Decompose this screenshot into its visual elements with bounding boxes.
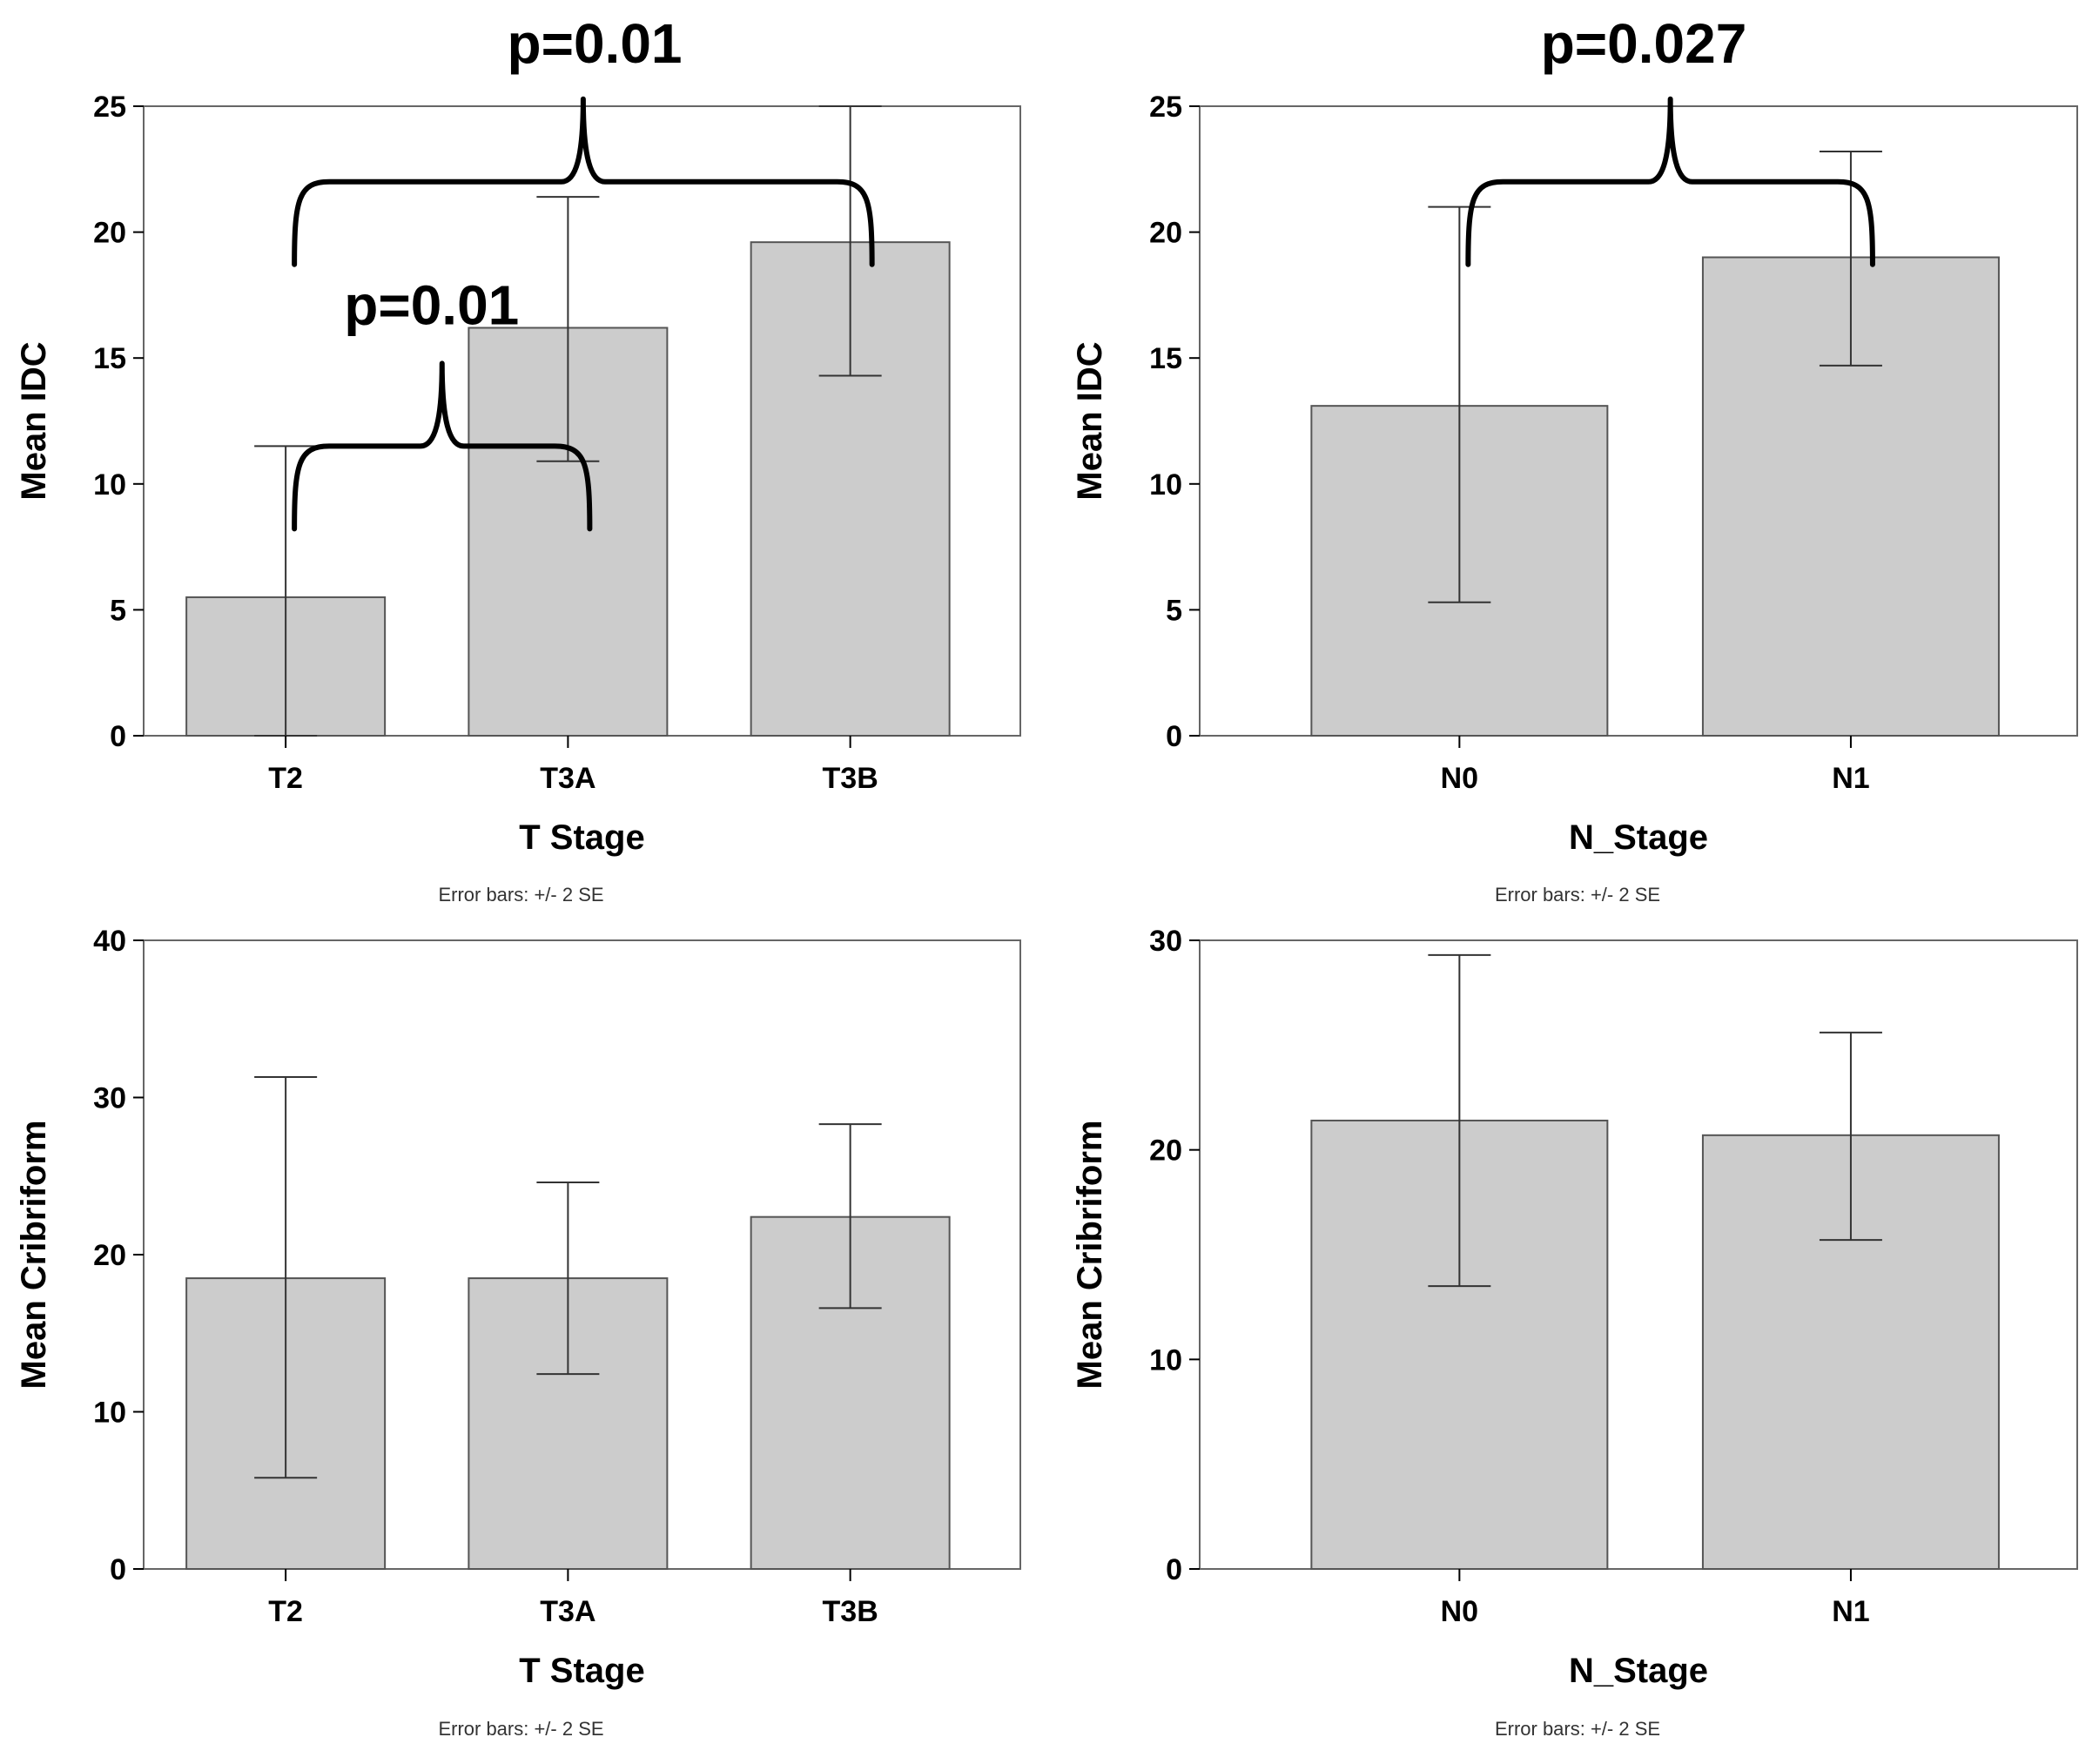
- panel-title: p=0.01: [507, 12, 682, 75]
- y-tick-label: 5: [110, 594, 126, 627]
- x-tick-label: N0: [1441, 762, 1478, 795]
- x-axis-label: N_Stage: [1569, 818, 1708, 857]
- bar-t3b: [750, 1215, 951, 1571]
- chart-panel-idc-n-stage: 0 5 10 15 20 25 N0 N1 N_Stage Mean IDC Error bars:…: [1071, 12, 2078, 906]
- significance-brace: [1465, 96, 1875, 267]
- error-bar-note: Error bars: +/- 2 SE: [1495, 1718, 1660, 1740]
- x-tick-label: N1: [1832, 1595, 1869, 1628]
- y-tick-label: 30: [93, 1082, 126, 1115]
- y-axis-label: Mean IDC: [15, 341, 53, 500]
- y-tick-label: 0: [110, 1553, 126, 1586]
- x-tick-label: N1: [1832, 762, 1869, 795]
- x-tick-label: T2: [268, 762, 303, 795]
- error-bar-note: Error bars: +/- 2 SE: [1495, 884, 1660, 906]
- y-tick-label: 10: [1149, 1343, 1182, 1377]
- x-tick-label: T3A: [540, 762, 595, 795]
- significance-brace: [292, 96, 875, 267]
- y-tick-label: 20: [1149, 1134, 1182, 1168]
- y-tick-label: 0: [1166, 1553, 1182, 1586]
- chart-panel-cribriform-n-stage: 0 10 20 30 N0 N1 N_Stage Mean Cribriform Error b…: [1071, 925, 2078, 1740]
- x-axis-label: T Stage: [519, 1652, 644, 1690]
- x-axis-label: N_Stage: [1569, 1652, 1708, 1690]
- y-tick-label: 20: [1149, 217, 1182, 250]
- y-tick-label: 10: [1149, 468, 1182, 502]
- significance-label: p=0.01: [344, 273, 519, 336]
- y-tick-label: 5: [1166, 594, 1182, 627]
- y-tick-label: 0: [110, 720, 126, 753]
- chart-panel-idc-t-stage: 0 5 10 15 20 25 T2 T3A T3B T Stage Mean IDC Error b…: [15, 12, 1021, 906]
- y-tick-label: 20: [93, 217, 126, 250]
- y-tick-label: 10: [93, 1397, 126, 1430]
- x-tick-label: N0: [1441, 1595, 1478, 1628]
- y-tick-label: 15: [93, 342, 126, 375]
- y-tick-label: 30: [1149, 925, 1182, 958]
- y-axis-label: Mean Cribriform: [15, 1121, 53, 1390]
- y-axis-label: Mean IDC: [1071, 341, 1109, 500]
- x-tick-label: T3B: [823, 762, 878, 795]
- error-bar-note: Error bars: +/- 2 SE: [438, 884, 603, 906]
- x-tick-label: T3B: [823, 1595, 878, 1628]
- y-tick-label: 20: [93, 1239, 126, 1272]
- x-tick-label: T2: [268, 1595, 303, 1628]
- y-axis-label: Mean Cribriform: [1071, 1121, 1109, 1390]
- x-tick-label: T3A: [540, 1595, 595, 1628]
- y-tick-label: 25: [93, 91, 126, 124]
- y-tick-label: 0: [1166, 720, 1182, 753]
- y-tick-label: 15: [1149, 342, 1182, 375]
- chart-panel-cribriform-t-stage: 0 10 20 30 40 T2 T3A T3B T Stage Mean Cribriform E…: [15, 925, 1021, 1740]
- significance-brace: [292, 360, 593, 532]
- y-tick-label: 10: [93, 468, 126, 502]
- error-bar-note: Error bars: +/- 2 SE: [438, 1718, 603, 1740]
- x-axis-label: T Stage: [519, 818, 644, 857]
- panel-title: p=0.027: [1541, 12, 1747, 75]
- y-tick-label: 25: [1149, 91, 1182, 124]
- y-tick-label: 40: [93, 925, 126, 958]
